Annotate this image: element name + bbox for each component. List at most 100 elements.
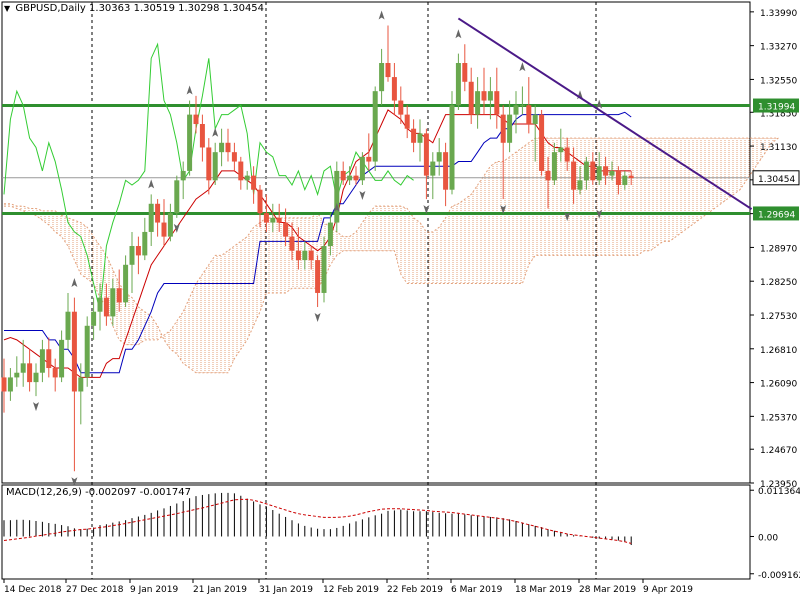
bullish-candle-body: [583, 161, 589, 181]
bullish-candle-body: [270, 217, 276, 223]
price-tick-label: 1.24670: [760, 446, 797, 456]
bullish-candle-body: [91, 311, 97, 326]
fractal-down-arrow: [596, 209, 603, 219]
ichimoku-cloud: [4, 137, 779, 374]
bearish-candle-body: [161, 222, 167, 237]
bullish-candle-body: [97, 297, 103, 312]
bullish-candle-body: [180, 170, 186, 181]
dropdown-triangle-icon[interactable]: ▼: [4, 4, 11, 13]
price-tick-label: 1.25370: [760, 413, 797, 423]
bullish-candle-body: [372, 91, 378, 162]
bearish-candle-body: [71, 311, 77, 392]
bullish-candle-body: [379, 63, 385, 92]
bearish-candle-body: [398, 100, 404, 115]
bearish-candle-body: [225, 142, 231, 153]
bearish-candle-body: [571, 161, 577, 190]
price-tick-label: 1.32550: [760, 76, 797, 86]
candles: [1, 25, 634, 472]
fractal-down-arrow: [500, 205, 507, 215]
bearish-candle-body: [116, 288, 122, 303]
main-pane-border: [1, 1, 751, 484]
ohlc-low: 1.30298: [178, 3, 220, 14]
macd-signal-value: -0.001747: [139, 487, 191, 498]
bearish-candle-body: [404, 114, 410, 129]
time-tick-label: 14 Dec 2018: [4, 585, 62, 595]
bullish-candle-body: [436, 152, 442, 162]
bearish-candle-body: [353, 175, 359, 181]
trendline-group[interactable]: [457, 17, 753, 210]
bullish-candle-body: [519, 105, 525, 107]
bearish-candle-body: [155, 203, 161, 223]
time-tick-label: 12 Feb 2019: [323, 585, 379, 595]
time-tick-label: 21 Jan 2019: [193, 585, 247, 595]
macd-tick-label: 0.011364: [758, 487, 800, 497]
bearish-candle-body: [526, 105, 532, 125]
bearish-candle-body: [276, 217, 282, 223]
bearish-candle-body: [46, 349, 52, 369]
bullish-candle-body: [129, 246, 135, 265]
bullish-candle-body: [167, 213, 173, 237]
fractal-down-arrow: [359, 191, 366, 201]
time-tick-label: 27 Dec 2018: [66, 585, 124, 595]
bearish-candle-body: [135, 246, 141, 256]
time-tick-label: 28 Mar 2019: [579, 585, 636, 595]
bullish-candle-body: [174, 180, 180, 214]
bullish-candle-body: [558, 147, 564, 153]
fractal-down-arrow: [564, 212, 571, 222]
bearish-candle-body: [27, 363, 33, 383]
bearish-candle-body: [206, 147, 212, 181]
bullish-candle-body: [7, 377, 13, 392]
time-tick-label: 22 Feb 2019: [387, 585, 443, 595]
price-tick-label: 1.26090: [760, 380, 797, 390]
bearish-candle-body: [411, 128, 417, 143]
bearish-candle-body: [257, 189, 263, 214]
ohlc-high: 1.30519: [133, 3, 175, 14]
price-label-box: [752, 170, 800, 186]
bearish-candle-body: [1, 377, 7, 392]
bullish-candle-body: [33, 372, 39, 383]
bearish-candle-body: [289, 236, 295, 251]
bearish-candle-body: [391, 77, 397, 101]
bearish-candle-body: [615, 170, 621, 186]
bearish-candle-body: [366, 156, 372, 162]
fractal-up-arrow: [519, 62, 526, 72]
price-label-box: [753, 98, 799, 113]
fractal-up-arrow: [333, 202, 340, 212]
fractal-down-arrow: [71, 477, 78, 487]
bearish-candle-body: [468, 81, 474, 115]
time-tick-label: 31 Jan 2019: [259, 585, 313, 595]
bullish-candle-body: [347, 175, 353, 181]
fractal-down-arrow: [423, 205, 430, 215]
senkou-span-b: [4, 137, 779, 374]
ohlc-close: 1.30454: [222, 3, 265, 14]
fractal-down-arrow: [33, 402, 39, 412]
bullish-candle-body: [417, 133, 423, 143]
time-tick-label: 6 Mar 2019: [451, 585, 503, 595]
bullish-candle-body: [596, 166, 602, 181]
bearish-candle-body: [315, 260, 321, 293]
bearish-candle-body: [545, 170, 551, 181]
descending-trendline: [457, 17, 753, 210]
time-tick-label: 9 Jan 2019: [130, 585, 178, 595]
bearish-candle-body: [590, 161, 596, 181]
bearish-candle-body: [340, 170, 346, 181]
bearish-candle-body: [564, 147, 570, 162]
price-label-text: 1.29694: [758, 210, 795, 220]
price-tick-label: 1.28970: [760, 244, 797, 254]
price-label-text: 1.31994: [758, 103, 795, 113]
bullish-candle-body: [455, 63, 461, 106]
price-tick-label: 1.31850: [760, 109, 797, 119]
bearish-candle-body: [500, 114, 506, 143]
bearish-candle-body: [103, 297, 109, 317]
bullish-candle-body: [39, 349, 45, 373]
macd-pane-border: [1, 484, 751, 580]
macd-tick-label: 0.00: [758, 533, 778, 543]
bullish-candle-body: [327, 222, 333, 247]
fractal-up-arrow: [596, 99, 603, 109]
bullish-candle-body: [449, 105, 455, 190]
bearish-candle-body: [494, 91, 500, 115]
macd-header: MACD(12,26,9) -0.002097 -0.001747: [6, 487, 191, 498]
macd-title: MACD(12,26,9): [6, 487, 82, 498]
fractal-up-arrow: [455, 29, 462, 39]
